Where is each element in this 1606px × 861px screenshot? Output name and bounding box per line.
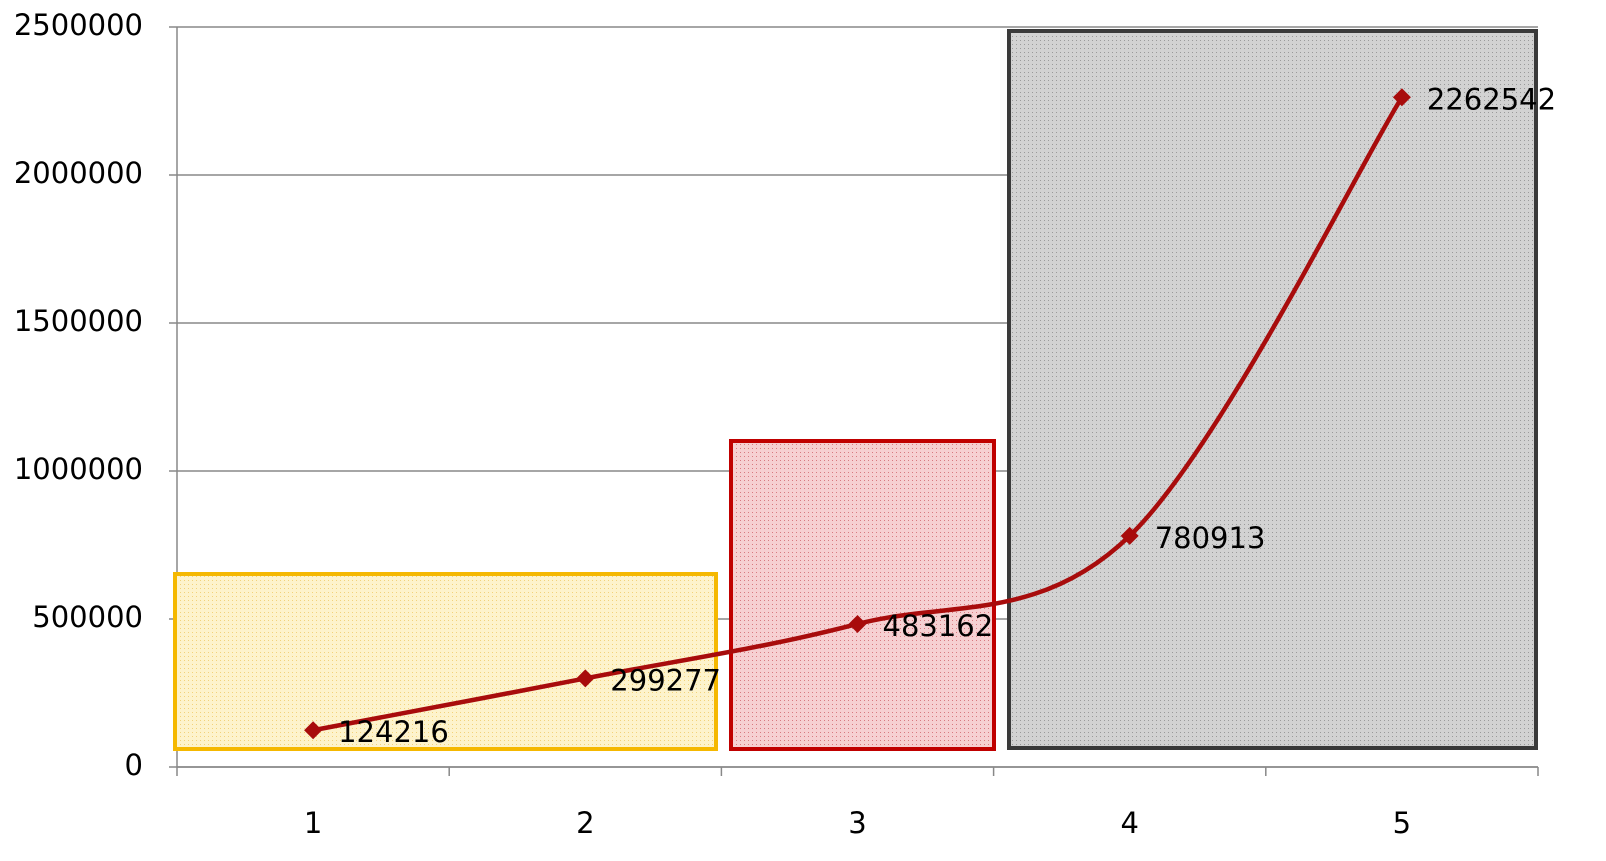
data-label: 780913 (1155, 521, 1266, 555)
data-label: 2262542 (1427, 82, 1556, 116)
data-label: 483162 (883, 609, 994, 643)
y-tick-label: 1500000 (14, 304, 143, 338)
y-tick-label: 0 (125, 748, 143, 782)
y-tick-label: 500000 (32, 600, 143, 634)
y-tick-label: 2500000 (14, 8, 143, 42)
x-tick-label: 5 (1393, 806, 1411, 840)
line (312, 96, 1404, 733)
highlight-box (1007, 29, 1538, 750)
y-tick-label: 1000000 (14, 452, 143, 486)
highlight-box (729, 439, 996, 751)
marker (1120, 526, 1139, 545)
marks: 124216 299277 483162 780913 2262542 (304, 82, 1556, 749)
data-label: 124216 (338, 715, 449, 749)
x-tick-label: 4 (1120, 806, 1138, 840)
data-label: 299277 (610, 663, 721, 697)
marker (1392, 88, 1411, 107)
marker (576, 669, 595, 688)
x-tick-label: 1 (304, 806, 322, 840)
x-tick-label: 2 (576, 806, 594, 840)
marker (304, 721, 323, 740)
highlight-box (173, 572, 718, 751)
x-tick-label: 3 (848, 806, 866, 840)
y-tick-label: 2000000 (14, 156, 143, 190)
marker (848, 614, 867, 633)
